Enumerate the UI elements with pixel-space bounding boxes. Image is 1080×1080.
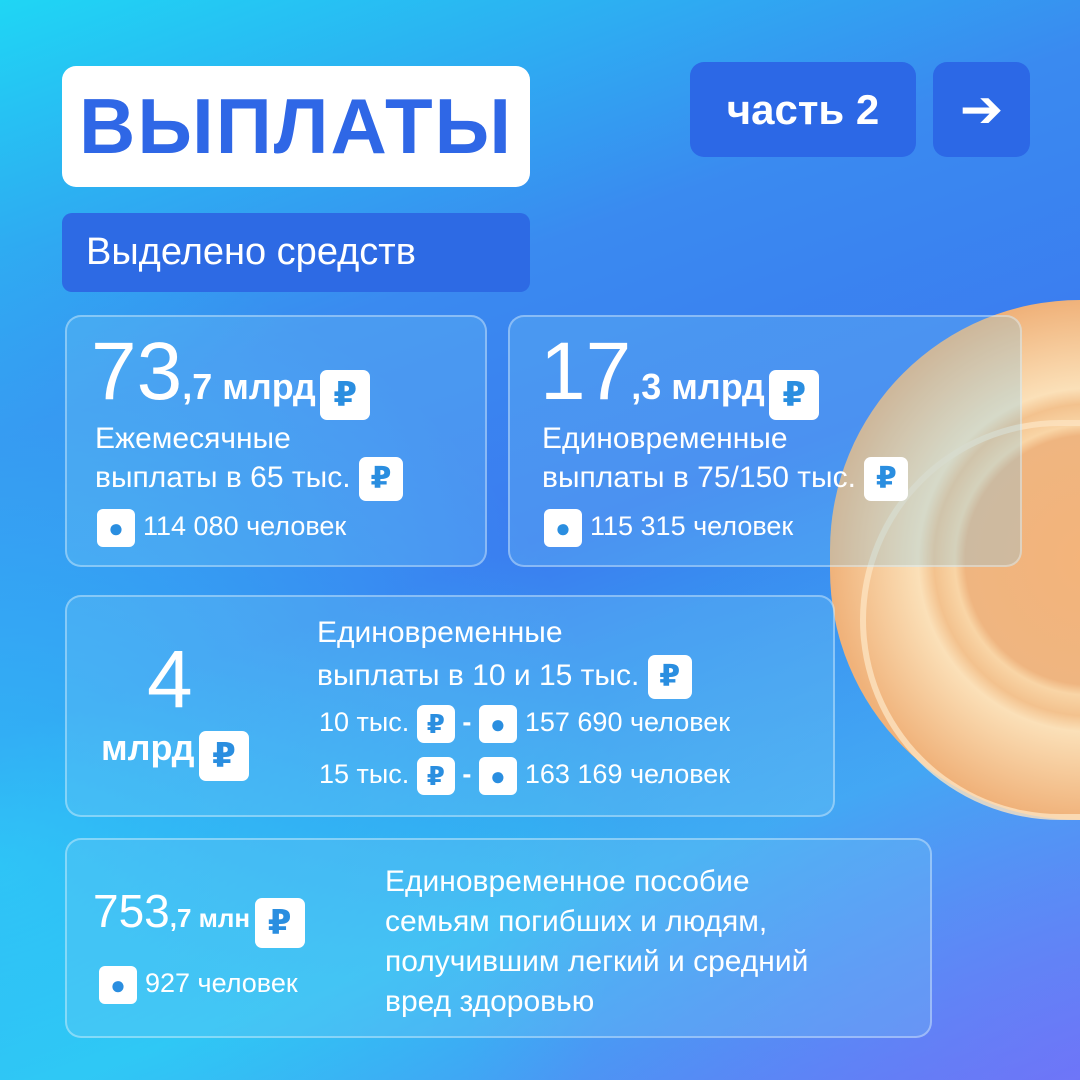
people-count: 927 человек [145,968,298,999]
arrow-right-icon[interactable]: ➔ [933,62,1030,157]
ruble-icon: ₽ [320,369,371,420]
row-10k: 10 тыс. ₽ - ● 157 690 человек [319,705,730,743]
amount-unit: ,3 млрд [631,366,765,407]
person-icon: ● [97,509,135,547]
amount-unit: млрд [101,727,195,768]
row-15k: 15 тыс. ₽ - ● 163 169 человек [319,757,730,795]
people-count: 163 169 человек [524,759,731,790]
part-button[interactable]: часть 2 [690,62,916,157]
ruble-icon: ₽ [254,897,305,948]
description: выплаты в 65 тыс. [95,460,351,494]
person-icon: ● [478,705,517,743]
separator: - [462,759,472,790]
description-line: Единовременное пособие [385,865,750,898]
description: Единовременные [542,422,788,455]
card-one-time-10-15: 4 млрд ₽ Единовременные выплаты в 10 и 1… [65,595,835,817]
description-line: семьям погибших и людям, [385,905,768,938]
person-icon: ● [544,509,582,547]
card-benefit: 753,7 млн ₽ ● 927 человек Единовременное … [65,838,932,1038]
description-line: вред здоровью [385,985,595,1018]
ruble-icon: ₽ [864,457,909,501]
ruble-icon: ₽ [769,369,820,420]
row-label: 10 тыс. [319,707,410,738]
person-icon: ● [99,966,137,1004]
description: Единовременное пособие семьям погибших и… [385,862,808,1022]
description: выплаты в 75/150 тыс. [542,460,856,494]
description-line: получившим легкий и средний [385,945,809,978]
description: выплаты в 10 и 15 тыс. [317,658,640,692]
amount: 753 [93,885,170,937]
amount: 17 [540,326,632,417]
amount-unit: ,7 млрд [182,366,316,407]
card-one-time-75-150: 17,3 млрд ₽ Единовременные выплаты в 75/… [508,315,1022,567]
ruble-icon: ₽ [358,457,403,501]
ruble-icon: ₽ [198,730,249,781]
people-count: 157 690 человек [524,707,731,738]
ruble-icon: ₽ [416,705,455,743]
person-icon: ● [478,757,517,795]
card-monthly: 73,7 млрд ₽ Ежемесячные выплаты в 65 тыс… [65,315,487,567]
subtitle: Выделено средств [62,213,530,292]
amount-unit: ,7 млн [169,903,251,933]
page-title: ВЫПЛАТЫ [62,66,530,187]
ruble-icon: ₽ [647,655,692,699]
people-count: 114 080 человек [143,511,347,542]
amount: 4 [147,634,193,725]
ruble-icon: ₽ [416,757,455,795]
amount: 73 [91,326,183,417]
description: Ежемесячные [95,422,291,455]
separator: - [462,707,472,738]
people-count: 115 315 человек [590,511,794,542]
row-label: 15 тыс. [319,759,410,790]
description: Единовременные [317,616,563,649]
